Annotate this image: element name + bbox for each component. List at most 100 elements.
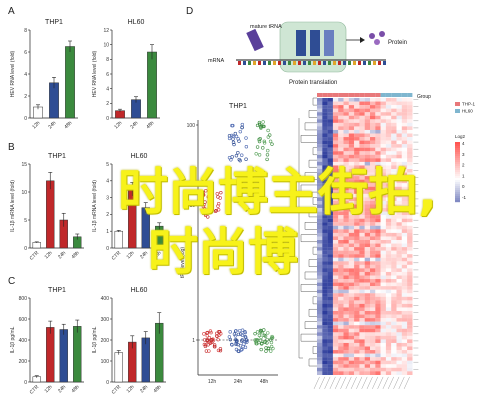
heatmap-cell (322, 115, 328, 120)
heatmap-cell (407, 279, 413, 283)
heatmap-cell (343, 279, 349, 283)
heatmap-cell (322, 200, 328, 205)
heatmap-cell (401, 200, 408, 205)
heatmap-cell (401, 186, 408, 191)
heatmap-cell (332, 325, 339, 329)
heatmap-cell (380, 371, 386, 375)
heatmap-cell (354, 140, 360, 145)
heatmap-cell (348, 282, 355, 287)
heatmap-cell (317, 360, 323, 365)
heatmap-cell (370, 133, 376, 138)
heatmap-cell (380, 172, 386, 177)
heatmap-cell (354, 129, 360, 134)
heatmap-cell (322, 367, 328, 372)
heatmap-cell (348, 222, 355, 226)
heatmap-cell (343, 165, 349, 170)
scatter-point (269, 340, 274, 345)
heatmap-cell (354, 350, 360, 354)
scatter-point (208, 341, 212, 345)
heatmap-cell (396, 137, 402, 141)
heatmap-cell (391, 119, 397, 123)
heatmap-group-bar (338, 93, 344, 97)
scatter-point (230, 343, 234, 347)
scatter-point (266, 331, 270, 335)
heatmap-cell (338, 264, 344, 269)
heatmap-cell (391, 261, 397, 265)
scatter-point (241, 344, 245, 349)
scatter-point (217, 330, 222, 334)
bar (59, 329, 68, 383)
scatter-point (216, 195, 220, 199)
heatmap-cell (380, 105, 386, 109)
heatmap-cell (396, 179, 402, 184)
heatmap-cell (370, 293, 376, 297)
heatmap-cell (396, 229, 402, 233)
codon-mark (243, 61, 246, 65)
scale-gradient-step (455, 190, 460, 193)
scale-tick-label: 0 (462, 184, 465, 189)
heatmap-cell (354, 229, 360, 233)
heatmap-cell (407, 296, 413, 301)
heatmap-cell (332, 286, 339, 290)
heatmap-cell (364, 147, 371, 152)
heatmap-cell (354, 133, 360, 138)
heatmap-cell (354, 311, 360, 315)
scatter-point (234, 347, 239, 352)
heatmap-cell (343, 122, 349, 127)
codon-mark (343, 61, 346, 65)
heatmap-cell (391, 321, 397, 326)
heatmap-cell (322, 98, 328, 102)
column-label-mark (403, 376, 410, 389)
heatmap-cell (359, 147, 365, 152)
heatmap-cell (327, 296, 333, 301)
heatmap-cell (364, 204, 371, 209)
scatter-point (208, 329, 213, 333)
heatmap-cell (380, 208, 386, 212)
heatmap-cell (338, 169, 344, 173)
heatmap-cell (380, 122, 386, 127)
heatmap-cell (385, 321, 392, 326)
heatmap-cell (370, 183, 376, 187)
heatmap-cell (343, 229, 349, 233)
scatter-point (266, 135, 271, 139)
heatmap-cell (364, 112, 371, 116)
heatmap-cell (364, 190, 371, 194)
heatmap-cell (338, 229, 344, 233)
heatmap-cell (359, 176, 365, 180)
heatmap-cell (322, 197, 328, 202)
heatmap-cell (338, 346, 344, 351)
heatmap-cell (380, 115, 386, 120)
heatmap-cell (370, 115, 376, 120)
heatmap-cell (375, 289, 381, 294)
heatmap-cell (327, 218, 333, 223)
heatmap-cell (332, 225, 339, 230)
heatmap-cell (338, 247, 344, 251)
scatter-point (209, 205, 214, 210)
heatmap-cell (364, 126, 371, 131)
heatmap-cell (317, 218, 323, 223)
heatmap-cell (317, 222, 323, 226)
heatmap-cell (370, 275, 376, 280)
scatter-point (255, 123, 260, 128)
heatmap-cell (364, 328, 371, 333)
heatmap-cell (343, 371, 349, 375)
y-tick-label: 4 (24, 72, 27, 78)
heatmap-cell (354, 247, 360, 251)
heatmap-cell (322, 172, 328, 177)
heatmap-cell (401, 250, 408, 255)
y-tick-label: 800 (19, 296, 28, 302)
heatmap-cell (364, 165, 371, 170)
heatmap-cell (375, 346, 381, 351)
heatmap-cell (385, 129, 392, 134)
scatter-point (263, 340, 267, 344)
x-tick-label: 12h (113, 120, 123, 130)
heatmap-cell (322, 137, 328, 141)
y-tick-label: 15 (21, 162, 27, 168)
heatmap-cell (364, 275, 371, 280)
scatter-point (236, 332, 241, 337)
heatmap-cell (348, 154, 355, 159)
heatmap-cell (354, 197, 360, 202)
